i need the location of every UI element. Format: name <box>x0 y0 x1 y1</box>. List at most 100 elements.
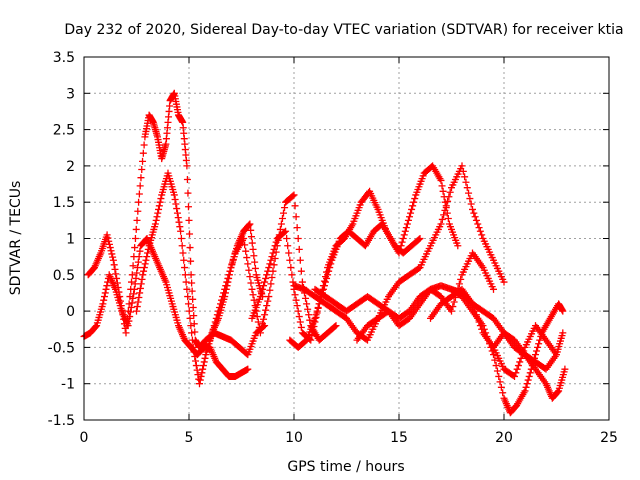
data-point <box>244 365 252 373</box>
data-point <box>313 307 321 315</box>
data-point <box>130 290 138 298</box>
data-point <box>122 329 130 337</box>
data-point <box>142 256 150 264</box>
data-point <box>106 244 114 252</box>
data-point <box>241 241 249 249</box>
data-point <box>256 329 264 337</box>
data-point <box>245 266 253 274</box>
data-point <box>325 267 333 275</box>
y-tick-label: -1 <box>61 377 75 393</box>
data-point <box>138 275 146 283</box>
data-point <box>197 372 205 380</box>
data-point <box>404 216 412 224</box>
x-tick-label: 20 <box>495 430 513 446</box>
data-point <box>533 347 541 355</box>
data-point <box>446 188 454 196</box>
data-point <box>559 329 567 337</box>
series-track-11 <box>448 285 567 417</box>
data-point <box>271 242 279 250</box>
x-tick-label: 10 <box>285 430 303 446</box>
data-point <box>105 240 113 248</box>
data-point <box>103 231 111 239</box>
data-point <box>294 307 302 315</box>
data-point <box>230 253 238 261</box>
data-point <box>331 323 339 331</box>
data-point <box>256 293 264 301</box>
data-point <box>157 195 165 203</box>
data-point <box>526 369 534 377</box>
y-tick-label: 0 <box>66 304 75 320</box>
data-point <box>247 279 255 287</box>
data-point <box>250 252 258 260</box>
data-point <box>554 388 562 396</box>
y-tick-label: 2.5 <box>53 123 75 139</box>
data-point <box>215 303 223 311</box>
data-point <box>208 329 216 337</box>
data-point <box>123 322 131 330</box>
data-point <box>517 354 525 362</box>
data-point <box>220 289 228 297</box>
data-point <box>322 278 329 286</box>
x-axis-label: GPS time / hours <box>287 459 404 475</box>
data-point <box>278 215 286 223</box>
data-point <box>471 213 479 221</box>
data-point <box>183 162 191 170</box>
plot-frame <box>83 56 610 421</box>
data-point <box>102 285 110 293</box>
data-point <box>155 202 163 210</box>
data-point <box>103 282 111 290</box>
data-point <box>189 295 197 303</box>
data-point <box>497 383 505 391</box>
data-point <box>472 216 480 224</box>
data-point <box>175 218 183 226</box>
data-point <box>192 362 200 370</box>
data-point <box>289 278 297 286</box>
data-point <box>196 376 204 384</box>
data-point <box>500 278 508 286</box>
data-point <box>261 311 269 319</box>
data-point <box>262 274 270 282</box>
data-point <box>454 242 462 250</box>
data-point <box>113 279 121 287</box>
data-point <box>100 293 108 301</box>
data-point <box>516 358 524 366</box>
data-point <box>438 182 446 190</box>
data-point <box>108 250 116 258</box>
data-point <box>411 195 419 203</box>
data-point <box>112 270 120 278</box>
data-point <box>225 271 233 279</box>
data-point <box>449 303 457 311</box>
data-point <box>206 336 214 344</box>
data-point <box>180 256 188 264</box>
data-point <box>486 340 494 348</box>
data-point <box>268 274 276 282</box>
data-point <box>127 285 135 293</box>
data-point <box>187 257 195 265</box>
data-point <box>110 261 118 269</box>
y-tick-label: 3.5 <box>53 50 75 66</box>
data-point <box>188 287 196 295</box>
data-point <box>277 220 285 228</box>
data-point <box>470 209 478 217</box>
y-tick-label: 2 <box>66 159 75 175</box>
data-point <box>223 278 231 286</box>
data-point <box>295 245 303 253</box>
data-point <box>493 367 501 375</box>
data-point <box>132 274 140 282</box>
data-point <box>92 323 100 331</box>
data-point <box>132 225 140 233</box>
data-point <box>400 231 408 239</box>
data-point <box>461 173 469 181</box>
data-point <box>323 274 331 282</box>
data-point <box>302 337 310 345</box>
data-point <box>263 302 271 310</box>
data-point <box>141 260 149 268</box>
data-point <box>210 322 218 330</box>
data-point <box>153 213 161 221</box>
data-point <box>171 195 179 203</box>
data-point <box>182 278 190 286</box>
data-point <box>415 235 423 243</box>
data-point <box>288 271 296 279</box>
data-point <box>296 256 304 264</box>
